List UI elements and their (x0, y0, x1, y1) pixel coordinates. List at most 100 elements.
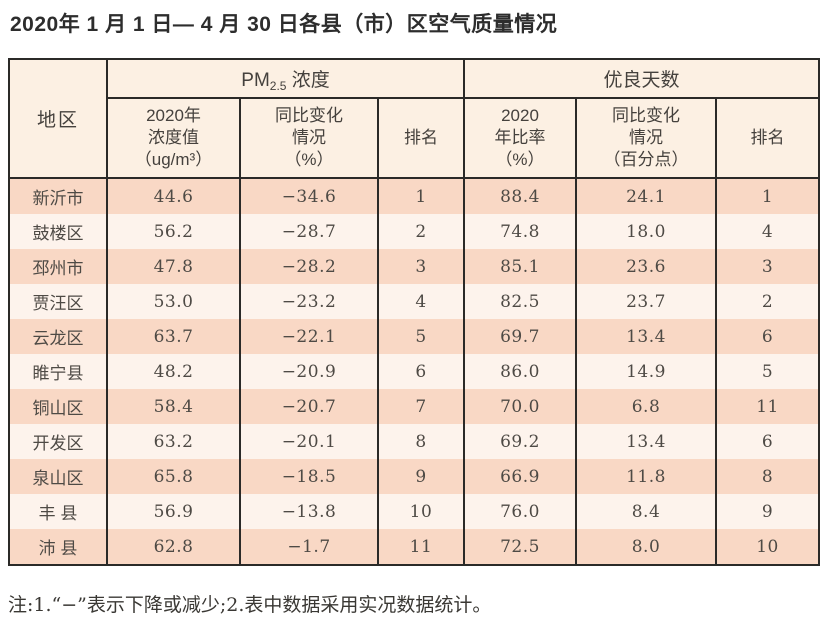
pm-rank-cell: 7 (377, 389, 465, 424)
pm-change-cell: −28.2 (239, 249, 379, 284)
good-days-rank-cell: 2 (714, 284, 821, 319)
good-days-rank-cell: 3 (714, 249, 821, 284)
good-days-change-cell: 13.4 (575, 424, 717, 459)
good-days-ratio-cell: 69.7 (463, 319, 577, 354)
table-row: 铜山区 58.4 −20.7 7 70.0 6.8 11 (8, 389, 821, 424)
table-row: 睢宁县 48.2 −20.9 6 86.0 14.9 5 (8, 354, 821, 389)
good-days-change-cell: 13.4 (575, 319, 717, 354)
table-row: 云龙区 63.7 −22.1 5 69.7 13.4 6 (8, 319, 821, 354)
pm-rank-cell: 6 (377, 354, 465, 389)
pm25-label-suffix: 浓度 (286, 69, 330, 91)
good-days-rank-cell: 9 (714, 494, 821, 529)
good-days-rank-cell: 6 (714, 319, 821, 354)
good-days-ratio-cell: 86.0 (463, 354, 577, 389)
good-days-change-cell: 14.9 (575, 354, 717, 389)
good-days-ratio-cell: 69.2 (463, 424, 577, 459)
good-days-rank-cell: 5 (714, 354, 821, 389)
pm25-label: PM (241, 69, 270, 91)
pm-change-column-header: 同比变化 情况 （%） (239, 97, 379, 179)
good-days-ratio-cell: 74.8 (463, 214, 577, 249)
header-group-row: 地区 PM2.5 浓度 优良天数 (8, 58, 821, 179)
pm-value-cell: 63.2 (106, 424, 241, 459)
good-days-ratio-cell: 85.1 (463, 249, 577, 284)
page-title: 2020年 1 月 1 日— 4 月 30 日各县（市）区空气质量情况 (10, 13, 558, 36)
pm-change-cell: −20.1 (239, 424, 379, 459)
pm-rank-cell: 4 (377, 284, 465, 319)
pm-change-cell: −34.6 (239, 178, 379, 214)
good-days-rank-cell: 11 (714, 389, 821, 424)
region-cell: 邳州市 (8, 249, 108, 284)
region-cell: 睢宁县 (8, 354, 108, 389)
table-row: 贾汪区 53.0 −23.2 4 82.5 23.7 2 (8, 284, 821, 319)
good-days-ratio-cell: 82.5 (463, 284, 577, 319)
pm-change-cell: −13.8 (239, 494, 379, 529)
region-cell: 鼓楼区 (8, 214, 108, 249)
air-quality-table: 地区 PM2.5 浓度 优良天数 2020年 浓度值 （ug/m³） 同比变化 … (8, 58, 821, 566)
pm25-subscript: 2.5 (269, 78, 287, 93)
pm25-group-header: PM2.5 浓度 (106, 58, 465, 99)
pm-value-cell: 62.8 (106, 529, 241, 565)
table-row: 泉山区 65.8 −18.5 9 66.9 11.8 8 (8, 459, 821, 494)
good-days-rank-cell: 4 (714, 214, 821, 249)
pm-rank-cell: 3 (377, 249, 465, 284)
pm-value-cell: 44.6 (106, 178, 241, 214)
pm-value-cell: 65.8 (106, 459, 241, 494)
pm-value-cell: 56.2 (106, 214, 241, 249)
pm-rank-cell: 9 (377, 459, 465, 494)
pm-rank-cell: 11 (377, 529, 465, 565)
pm-rank-cell: 2 (377, 214, 465, 249)
good-days-change-column-header: 同比变化 情况 （百分点） (575, 97, 717, 179)
pm-value-cell: 63.7 (106, 319, 241, 354)
good-days-change-cell: 8.4 (575, 494, 717, 529)
region-cell: 新沂市 (8, 178, 108, 214)
pm-change-cell: −18.5 (239, 459, 379, 494)
good-days-change-cell: 18.0 (575, 214, 717, 249)
region-column-header: 地区 (8, 58, 108, 179)
footnote: 注:1.“−”表示下降或减少;2.表中数据采用实况数据统计。 (8, 594, 492, 616)
good-days-change-cell: 23.6 (575, 249, 717, 284)
pm-change-cell: −20.7 (239, 389, 379, 424)
pm-value-cell: 56.9 (106, 494, 241, 529)
table-row: 开发区 63.2 −20.1 8 69.2 13.4 6 (8, 424, 821, 459)
good-days-rank-cell: 1 (714, 178, 821, 214)
region-cell: 泉山区 (8, 459, 108, 494)
table-row: 丰 县 56.9 −13.8 10 76.0 8.4 9 (8, 494, 821, 529)
table-row: 邳州市 47.8 −28.2 3 85.1 23.6 3 (8, 249, 821, 284)
good-days-ratio-column-header: 2020 年比率 （%） (463, 97, 577, 179)
good-days-ratio-cell: 66.9 (463, 459, 577, 494)
good-days-change-cell: 6.8 (575, 389, 717, 424)
region-cell: 云龙区 (8, 319, 108, 354)
good-days-ratio-cell: 72.5 (463, 529, 577, 565)
good-days-change-cell: 24.1 (575, 178, 717, 214)
region-cell: 开发区 (8, 424, 108, 459)
pm-value-cell: 47.8 (106, 249, 241, 284)
pm-rank-cell: 8 (377, 424, 465, 459)
pm-rank-cell: 1 (377, 178, 465, 214)
pm-rank-cell: 5 (377, 319, 465, 354)
good-days-change-cell: 11.8 (575, 459, 717, 494)
pm-value-cell: 48.2 (106, 354, 241, 389)
good-days-rank-cell: 8 (714, 459, 821, 494)
table-header: 地区 PM2.5 浓度 优良天数 2020年 浓度值 （ug/m³） 同比变化 … (8, 58, 821, 179)
table-row: 沛 县 62.8 −1.7 11 72.5 8.0 10 (8, 529, 821, 565)
pm-value-cell: 53.0 (106, 284, 241, 319)
region-cell: 贾汪区 (8, 284, 108, 319)
pm-value-column-header: 2020年 浓度值 （ug/m³） (106, 97, 241, 179)
good-days-ratio-cell: 76.0 (463, 494, 577, 529)
good-days-rank-cell: 10 (714, 529, 821, 565)
table-row: 新沂市 44.6 −34.6 1 88.4 24.1 1 (8, 178, 821, 214)
good-days-change-cell: 8.0 (575, 529, 717, 565)
pm-change-cell: −22.1 (239, 319, 379, 354)
region-cell: 丰 县 (8, 494, 108, 529)
region-cell: 沛 县 (8, 529, 108, 565)
good-days-rank-column-header: 排名 (714, 97, 821, 179)
pm-change-cell: −28.7 (239, 214, 379, 249)
region-cell: 铜山区 (8, 389, 108, 424)
pm-change-cell: −23.2 (239, 284, 379, 319)
pm-change-cell: −20.9 (239, 354, 379, 389)
table-row: 鼓楼区 56.2 −28.7 2 74.8 18.0 4 (8, 214, 821, 249)
pm-rank-cell: 10 (377, 494, 465, 529)
pm-rank-column-header: 排名 (377, 97, 465, 179)
good-days-ratio-cell: 70.0 (463, 389, 577, 424)
table-body: 新沂市 44.6 −34.6 1 88.4 24.1 1 鼓楼区 56.2 −28.7 2 74.8 1… (8, 178, 821, 565)
